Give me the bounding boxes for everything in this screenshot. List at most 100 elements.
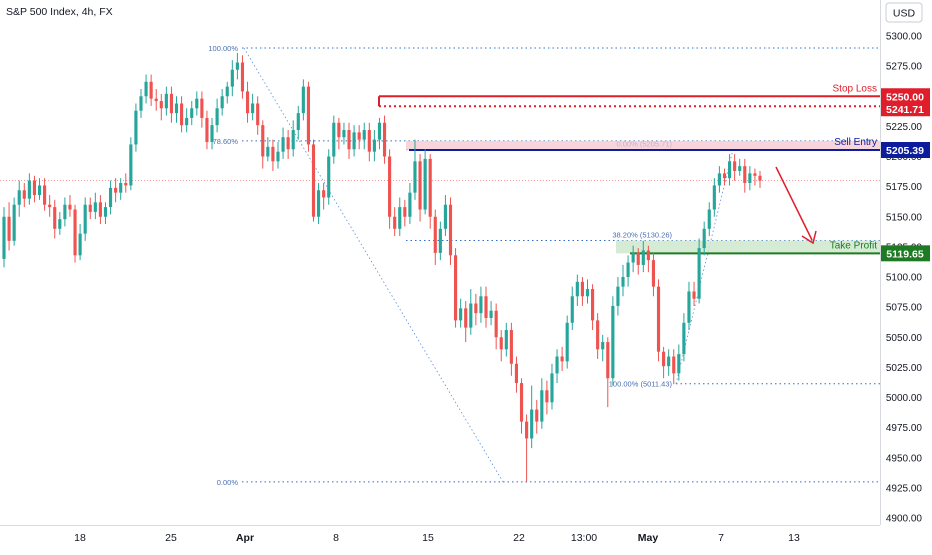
candle-body <box>707 209 711 229</box>
candle-body <box>514 363 519 384</box>
price-tick-label: 5075.00 <box>886 303 923 314</box>
candle-body <box>276 151 280 162</box>
candle-body <box>306 86 311 145</box>
candle-body <box>291 129 295 150</box>
candle-body <box>438 228 442 253</box>
candle-body <box>672 356 676 374</box>
candle-body <box>296 113 300 130</box>
candle-body <box>641 250 645 265</box>
price-axis-badge-text: 5205.39 <box>886 145 924 157</box>
candle-body <box>12 204 16 241</box>
candle-body <box>570 296 574 323</box>
candle-body <box>98 202 102 217</box>
candle-body <box>129 144 133 186</box>
candle-body <box>27 180 31 199</box>
candle-body <box>733 161 737 171</box>
candle-body <box>139 96 143 111</box>
candle-body <box>743 166 747 184</box>
candle-body <box>2 216 6 259</box>
candle-body <box>53 207 57 229</box>
candle-body <box>682 322 686 355</box>
candle-body <box>357 132 361 140</box>
candle-body <box>408 192 412 217</box>
candle-body <box>185 117 189 126</box>
price-tick-label: 4975.00 <box>886 423 923 434</box>
fib-level-label: 78.60% <box>213 137 239 146</box>
fib-level-label: 100.00% <box>208 44 238 53</box>
candle-body <box>418 161 422 210</box>
candle-body <box>504 330 508 350</box>
time-tick-label: 18 <box>74 532 86 544</box>
time-tick-label: 13:00 <box>571 532 597 544</box>
fib-level-label: 0.00% <box>217 478 239 487</box>
time-tick-label: 7 <box>718 532 724 544</box>
candle-body <box>601 342 605 350</box>
candle-body <box>509 330 513 364</box>
price-tick-label: 5100.00 <box>886 273 923 284</box>
time-tick-label: Apr <box>236 532 254 544</box>
candle-body <box>677 354 681 374</box>
candle-body <box>626 262 630 277</box>
candle-body <box>190 108 194 118</box>
price-axis-badge <box>881 142 930 159</box>
candle-body <box>413 161 417 193</box>
candle-body <box>174 103 179 114</box>
price-tick-label: 5275.00 <box>886 62 923 73</box>
price-tick-label: 5300.00 <box>886 32 923 43</box>
candle-body <box>727 161 732 179</box>
candle-body <box>590 289 595 321</box>
candle-body <box>7 216 11 241</box>
candle-body <box>479 296 483 314</box>
candle-body <box>159 101 163 109</box>
candle-body <box>43 185 47 205</box>
time-tick-label: 15 <box>422 532 434 544</box>
candle-body <box>73 209 77 256</box>
candle-body <box>377 122 382 140</box>
candle-body <box>748 173 752 184</box>
candle-body <box>205 117 209 143</box>
price-tick-label: 5225.00 <box>886 122 923 133</box>
price-tick-label: 4950.00 <box>886 453 923 464</box>
candle-body <box>37 185 42 196</box>
candle-body <box>266 146 270 157</box>
trade-levels-layer: Stop Loss Sell Entry Take Profit <box>0 83 880 255</box>
candle-body <box>443 204 447 229</box>
candle-body <box>164 93 168 109</box>
candles-layer <box>2 52 762 482</box>
candle-body <box>286 137 290 150</box>
candle-body <box>17 190 21 205</box>
candle-body <box>580 281 584 297</box>
candle-body <box>78 233 82 256</box>
candle-body <box>575 281 579 297</box>
candle-body <box>68 204 72 210</box>
candle-body <box>180 103 184 126</box>
candle-body <box>108 187 113 208</box>
candle-body <box>489 310 493 318</box>
candle-body <box>474 303 478 314</box>
candle-body <box>606 342 610 379</box>
time-tick-label: 22 <box>513 532 525 544</box>
candle-body <box>245 91 250 114</box>
candle-body <box>362 129 366 140</box>
candle-body <box>240 62 245 92</box>
currency-label: USD <box>893 8 916 20</box>
candle-body <box>636 252 640 265</box>
level-name-sell-entry: Sell Entry <box>834 137 877 148</box>
candle-body <box>459 308 463 321</box>
candle-body <box>616 286 620 306</box>
candle-body <box>114 187 118 193</box>
candle-body <box>225 86 229 97</box>
candle-body <box>530 409 534 439</box>
candle-body <box>687 291 691 323</box>
candle-body <box>83 204 87 234</box>
candle-body <box>403 207 407 217</box>
candle-body <box>22 190 26 199</box>
candle-body <box>63 204 67 220</box>
currency-button[interactable]: USD <box>885 2 923 23</box>
price-tick-label: 5025.00 <box>886 363 923 374</box>
candle-body <box>32 180 37 196</box>
candle-body <box>347 129 351 150</box>
fib-trend-line <box>675 149 734 384</box>
candle-body <box>149 81 153 99</box>
